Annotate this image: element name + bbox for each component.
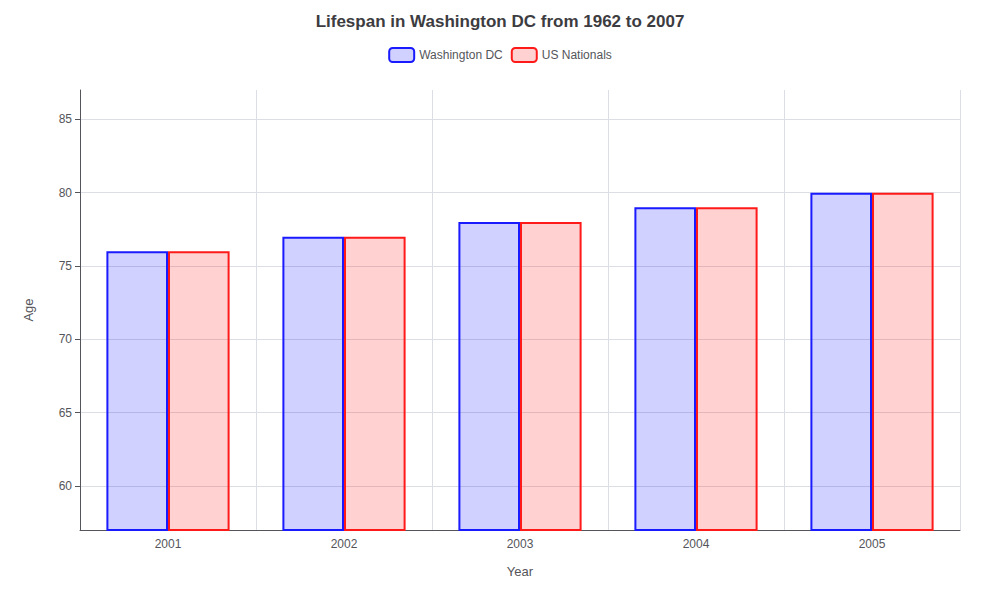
svg-text:75: 75 [59, 259, 73, 273]
svg-text:2003: 2003 [507, 537, 534, 551]
svg-text:60: 60 [59, 479, 73, 493]
svg-text:85: 85 [59, 112, 73, 126]
svg-text:Washington DC: Washington DC [419, 48, 503, 62]
svg-text:Age: Age [21, 298, 36, 321]
svg-text:2004: 2004 [683, 537, 710, 551]
svg-text:65: 65 [59, 406, 73, 420]
svg-text:Lifespan in Washington DC from: Lifespan in Washington DC from 1962 to 2… [316, 12, 685, 31]
svg-text:2005: 2005 [859, 537, 886, 551]
svg-text:2001: 2001 [155, 537, 182, 551]
svg-text:2002: 2002 [331, 537, 358, 551]
svg-text:80: 80 [59, 186, 73, 200]
svg-text:Year: Year [507, 564, 534, 579]
svg-text:70: 70 [59, 332, 73, 346]
svg-text:US Nationals: US Nationals [542, 48, 612, 62]
